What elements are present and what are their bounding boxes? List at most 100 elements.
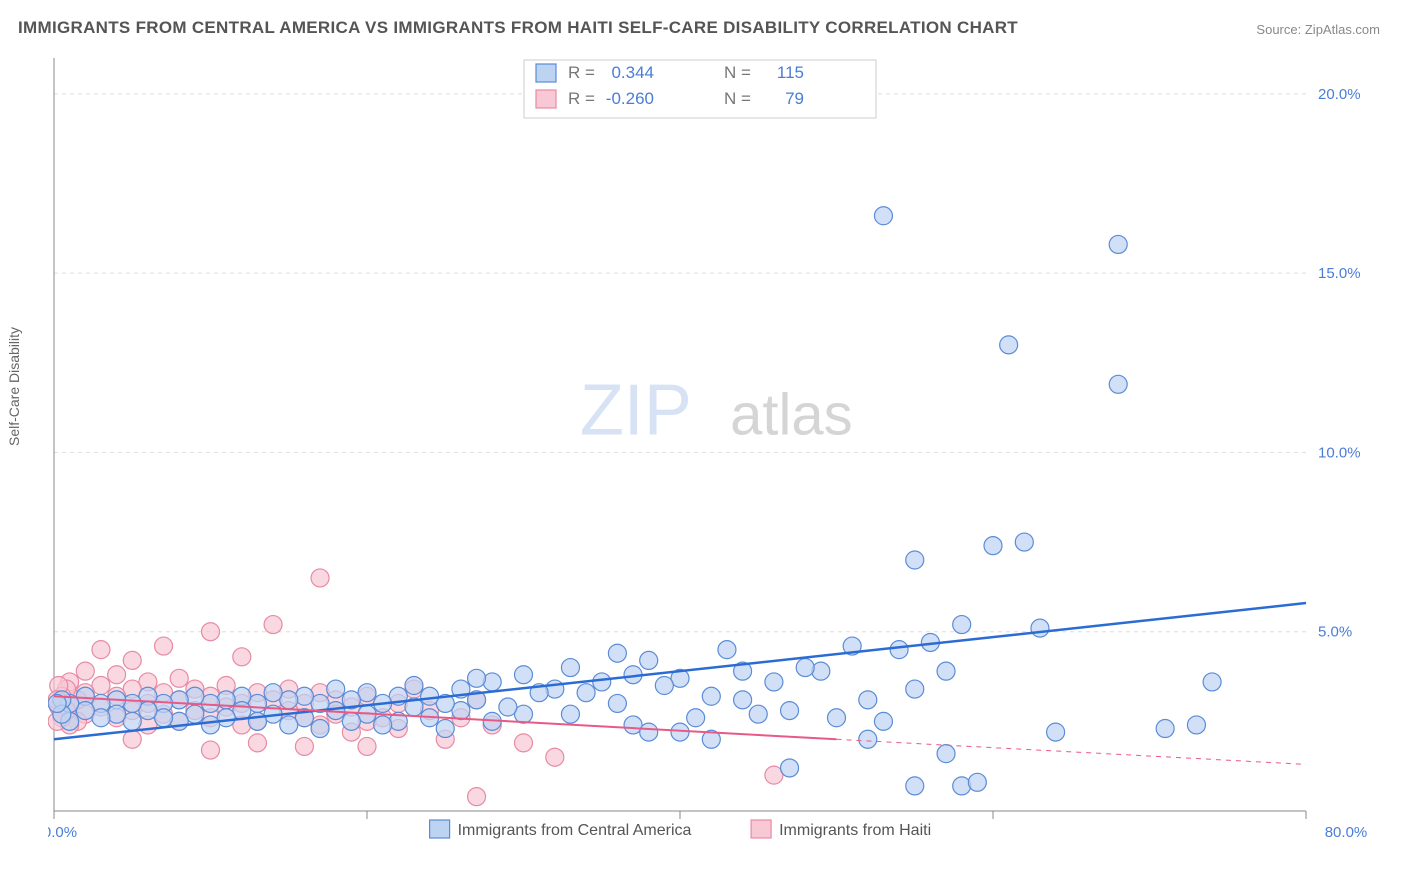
data-point: [546, 680, 564, 698]
stats-swatch: [536, 90, 556, 108]
legend-label: Immigrants from Central America: [458, 822, 692, 839]
data-point: [561, 705, 579, 723]
data-point: [170, 712, 188, 730]
data-point: [874, 207, 892, 225]
data-point: [702, 687, 720, 705]
stats-swatch: [536, 64, 556, 82]
data-point: [906, 680, 924, 698]
data-point: [937, 662, 955, 680]
data-point: [734, 691, 752, 709]
trendline-central-america: [54, 603, 1306, 739]
data-point: [765, 673, 783, 691]
data-point: [202, 741, 220, 759]
data-point: [483, 673, 501, 691]
data-point: [186, 687, 204, 705]
data-point: [374, 716, 392, 734]
data-point: [170, 691, 188, 709]
data-point: [405, 677, 423, 695]
data-point: [859, 730, 877, 748]
data-point: [202, 623, 220, 641]
data-point: [718, 641, 736, 659]
data-point: [1047, 723, 1065, 741]
data-point: [108, 666, 126, 684]
data-point: [233, 648, 251, 666]
data-point: [248, 734, 266, 752]
data-point: [796, 659, 814, 677]
data-point: [906, 551, 924, 569]
data-point: [515, 734, 533, 752]
data-point: [123, 694, 141, 712]
stats-r-value: -0.260: [606, 89, 654, 108]
data-point: [1015, 533, 1033, 551]
data-point: [468, 788, 486, 806]
data-point: [264, 616, 282, 634]
data-point: [76, 662, 94, 680]
y-tick-label: 15.0%: [1318, 265, 1361, 282]
data-point: [968, 773, 986, 791]
legend-label: Immigrants from Haiti: [779, 822, 931, 839]
x-origin-label: 0.0%: [48, 824, 77, 841]
data-point: [640, 723, 658, 741]
data-point: [781, 702, 799, 720]
legend-swatch: [430, 820, 450, 838]
stats-n-label: N =: [724, 63, 751, 82]
data-point: [687, 709, 705, 727]
chart-title: IMMIGRANTS FROM CENTRAL AMERICA VS IMMIG…: [18, 18, 1018, 38]
data-point: [311, 720, 329, 738]
data-point: [890, 641, 908, 659]
data-point: [499, 698, 517, 716]
data-point: [828, 709, 846, 727]
data-point: [1203, 673, 1221, 691]
data-point: [655, 677, 673, 695]
data-point: [1109, 235, 1127, 253]
trendline-haiti-extrapolated: [837, 739, 1307, 764]
y-tick-label: 5.0%: [1318, 624, 1352, 641]
data-point: [749, 705, 767, 723]
data-point: [1031, 619, 1049, 637]
data-point: [108, 705, 126, 723]
data-point: [1187, 716, 1205, 734]
data-point: [1156, 720, 1174, 738]
stats-r-label: R =: [568, 89, 595, 108]
stats-r-value: 0.344: [611, 63, 654, 82]
data-point: [264, 684, 282, 702]
x-end-label: 80.0%: [1325, 824, 1368, 841]
data-point: [546, 748, 564, 766]
data-point: [311, 569, 329, 587]
data-point: [92, 641, 110, 659]
data-point: [671, 723, 689, 741]
data-point: [953, 616, 971, 634]
data-point: [953, 777, 971, 795]
watermark: ZIP: [580, 371, 692, 451]
data-point: [123, 730, 141, 748]
data-point: [1000, 336, 1018, 354]
data-point: [515, 666, 533, 684]
data-point: [812, 662, 830, 680]
data-point: [280, 716, 298, 734]
data-point: [874, 712, 892, 730]
data-point: [248, 712, 266, 730]
stats-n-value: 79: [785, 89, 804, 108]
data-point: [937, 745, 955, 763]
data-point: [327, 680, 345, 698]
stats-n-label: N =: [724, 89, 751, 108]
data-point: [155, 637, 173, 655]
source-label: Source:: [1256, 22, 1301, 37]
data-point: [859, 691, 877, 709]
data-point: [342, 712, 360, 730]
data-point: [1109, 375, 1127, 393]
watermark: atlas: [730, 383, 853, 448]
y-axis-label: Self-Care Disability: [6, 327, 22, 446]
data-point: [436, 720, 454, 738]
chart-plot-area: 5.0%10.0%15.0%20.0%ZIPatlas0.0%80.0%R =0…: [48, 50, 1376, 847]
chart-svg: 5.0%10.0%15.0%20.0%ZIPatlas0.0%80.0%R =0…: [48, 50, 1376, 847]
data-point: [170, 669, 188, 687]
source-link[interactable]: ZipAtlas.com: [1305, 22, 1380, 37]
stats-n-value: 115: [777, 63, 804, 82]
data-point: [468, 669, 486, 687]
y-tick-label: 10.0%: [1318, 444, 1361, 461]
data-point: [202, 716, 220, 734]
data-point: [421, 687, 439, 705]
data-point: [906, 777, 924, 795]
data-point: [608, 694, 626, 712]
